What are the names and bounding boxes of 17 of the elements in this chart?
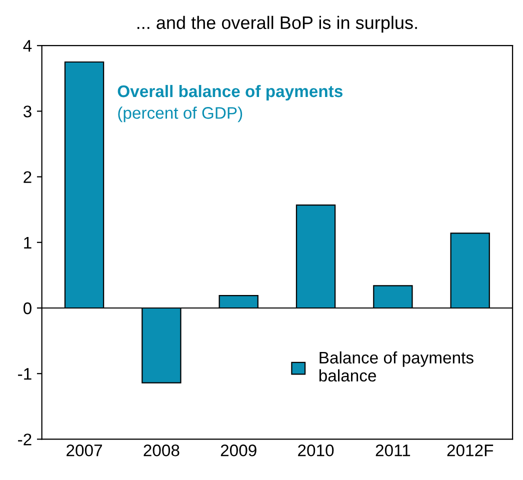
x-tick-label: 2007	[66, 444, 102, 456]
x-tick-label: 2010	[298, 444, 334, 456]
y-tick-label: -1	[18, 368, 32, 380]
x-tick-label: 2009	[220, 444, 256, 456]
annotation: (percent of GDP)	[118, 106, 242, 122]
y-tick-label: 3	[23, 106, 32, 118]
y-tick-label: 1	[24, 236, 32, 248]
legend-label: Balance of payments balance	[319, 351, 474, 382]
chart-title: ... and the overall BoP is in surplus.	[137, 16, 417, 33]
y-tick-label: -2	[18, 434, 32, 446]
x-tick-label: 2011	[376, 444, 410, 456]
y-tick-label: 2	[24, 171, 32, 183]
y-tick-label: 4	[23, 40, 32, 52]
y-tick-label: 0	[24, 302, 32, 314]
annotation: Overall balance of payments	[118, 84, 342, 100]
x-tick-label: 2012F	[447, 444, 494, 456]
x-tick-label: 2008	[144, 444, 180, 456]
